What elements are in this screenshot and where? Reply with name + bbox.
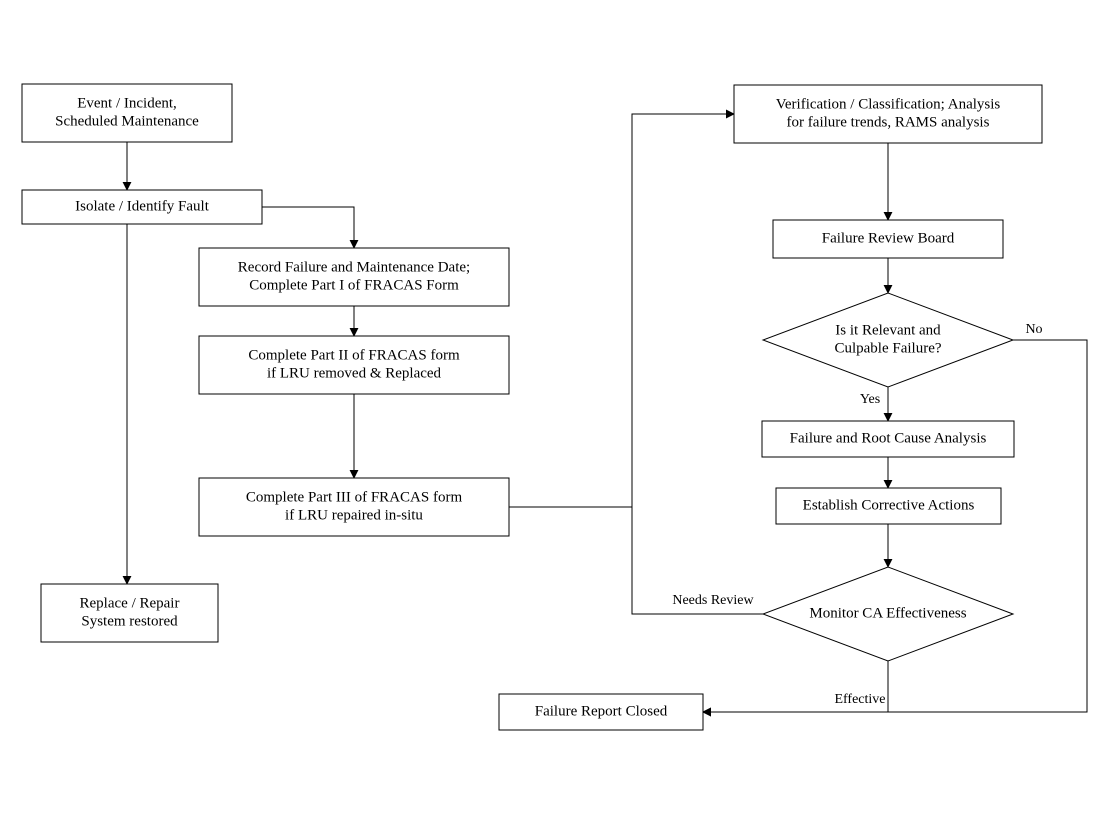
node-label: Complete Part I of FRACAS Form — [249, 277, 459, 293]
flowchart-canvas: Yes No Needs Review Effective Event / Incide… — [0, 0, 1111, 833]
node-label: Is it Relevant and — [835, 322, 941, 338]
node-label: Failure Review Board — [822, 230, 955, 246]
node-label: Record Failure and Maintenance Date; — [238, 259, 470, 275]
node-label: Complete Part II of FRACAS form — [248, 347, 460, 363]
node-label: Failure Report Closed — [535, 703, 668, 719]
node-label: Culpable Failure? — [834, 340, 941, 356]
node-label: Event / Incident, — [77, 95, 177, 111]
node-label: Establish Corrective Actions — [803, 497, 975, 513]
node-label: Monitor CA Effectiveness — [809, 605, 966, 621]
edge — [509, 114, 734, 507]
node-label: Replace / Repair — [80, 595, 180, 611]
node-label: Verification / Classification; Analysis — [776, 96, 1001, 112]
edge — [262, 207, 354, 248]
node-label: Isolate / Identify Fault — [75, 198, 210, 214]
node-label: Scheduled Maintenance — [55, 113, 199, 129]
node-label: System restored — [81, 613, 178, 629]
node-label: for failure trends, RAMS analysis — [787, 114, 990, 130]
node-label: if LRU repaired in-situ — [285, 507, 423, 523]
node-label: Complete Part III of FRACAS form — [246, 489, 463, 505]
node-label: Failure and Root Cause Analysis — [790, 430, 987, 446]
edge-label: Effective — [834, 692, 885, 707]
edge-label: Yes — [860, 392, 880, 407]
edge-label: Needs Review — [672, 593, 754, 608]
node-label: if LRU removed & Replaced — [267, 365, 442, 381]
edge-label: No — [1025, 322, 1042, 337]
